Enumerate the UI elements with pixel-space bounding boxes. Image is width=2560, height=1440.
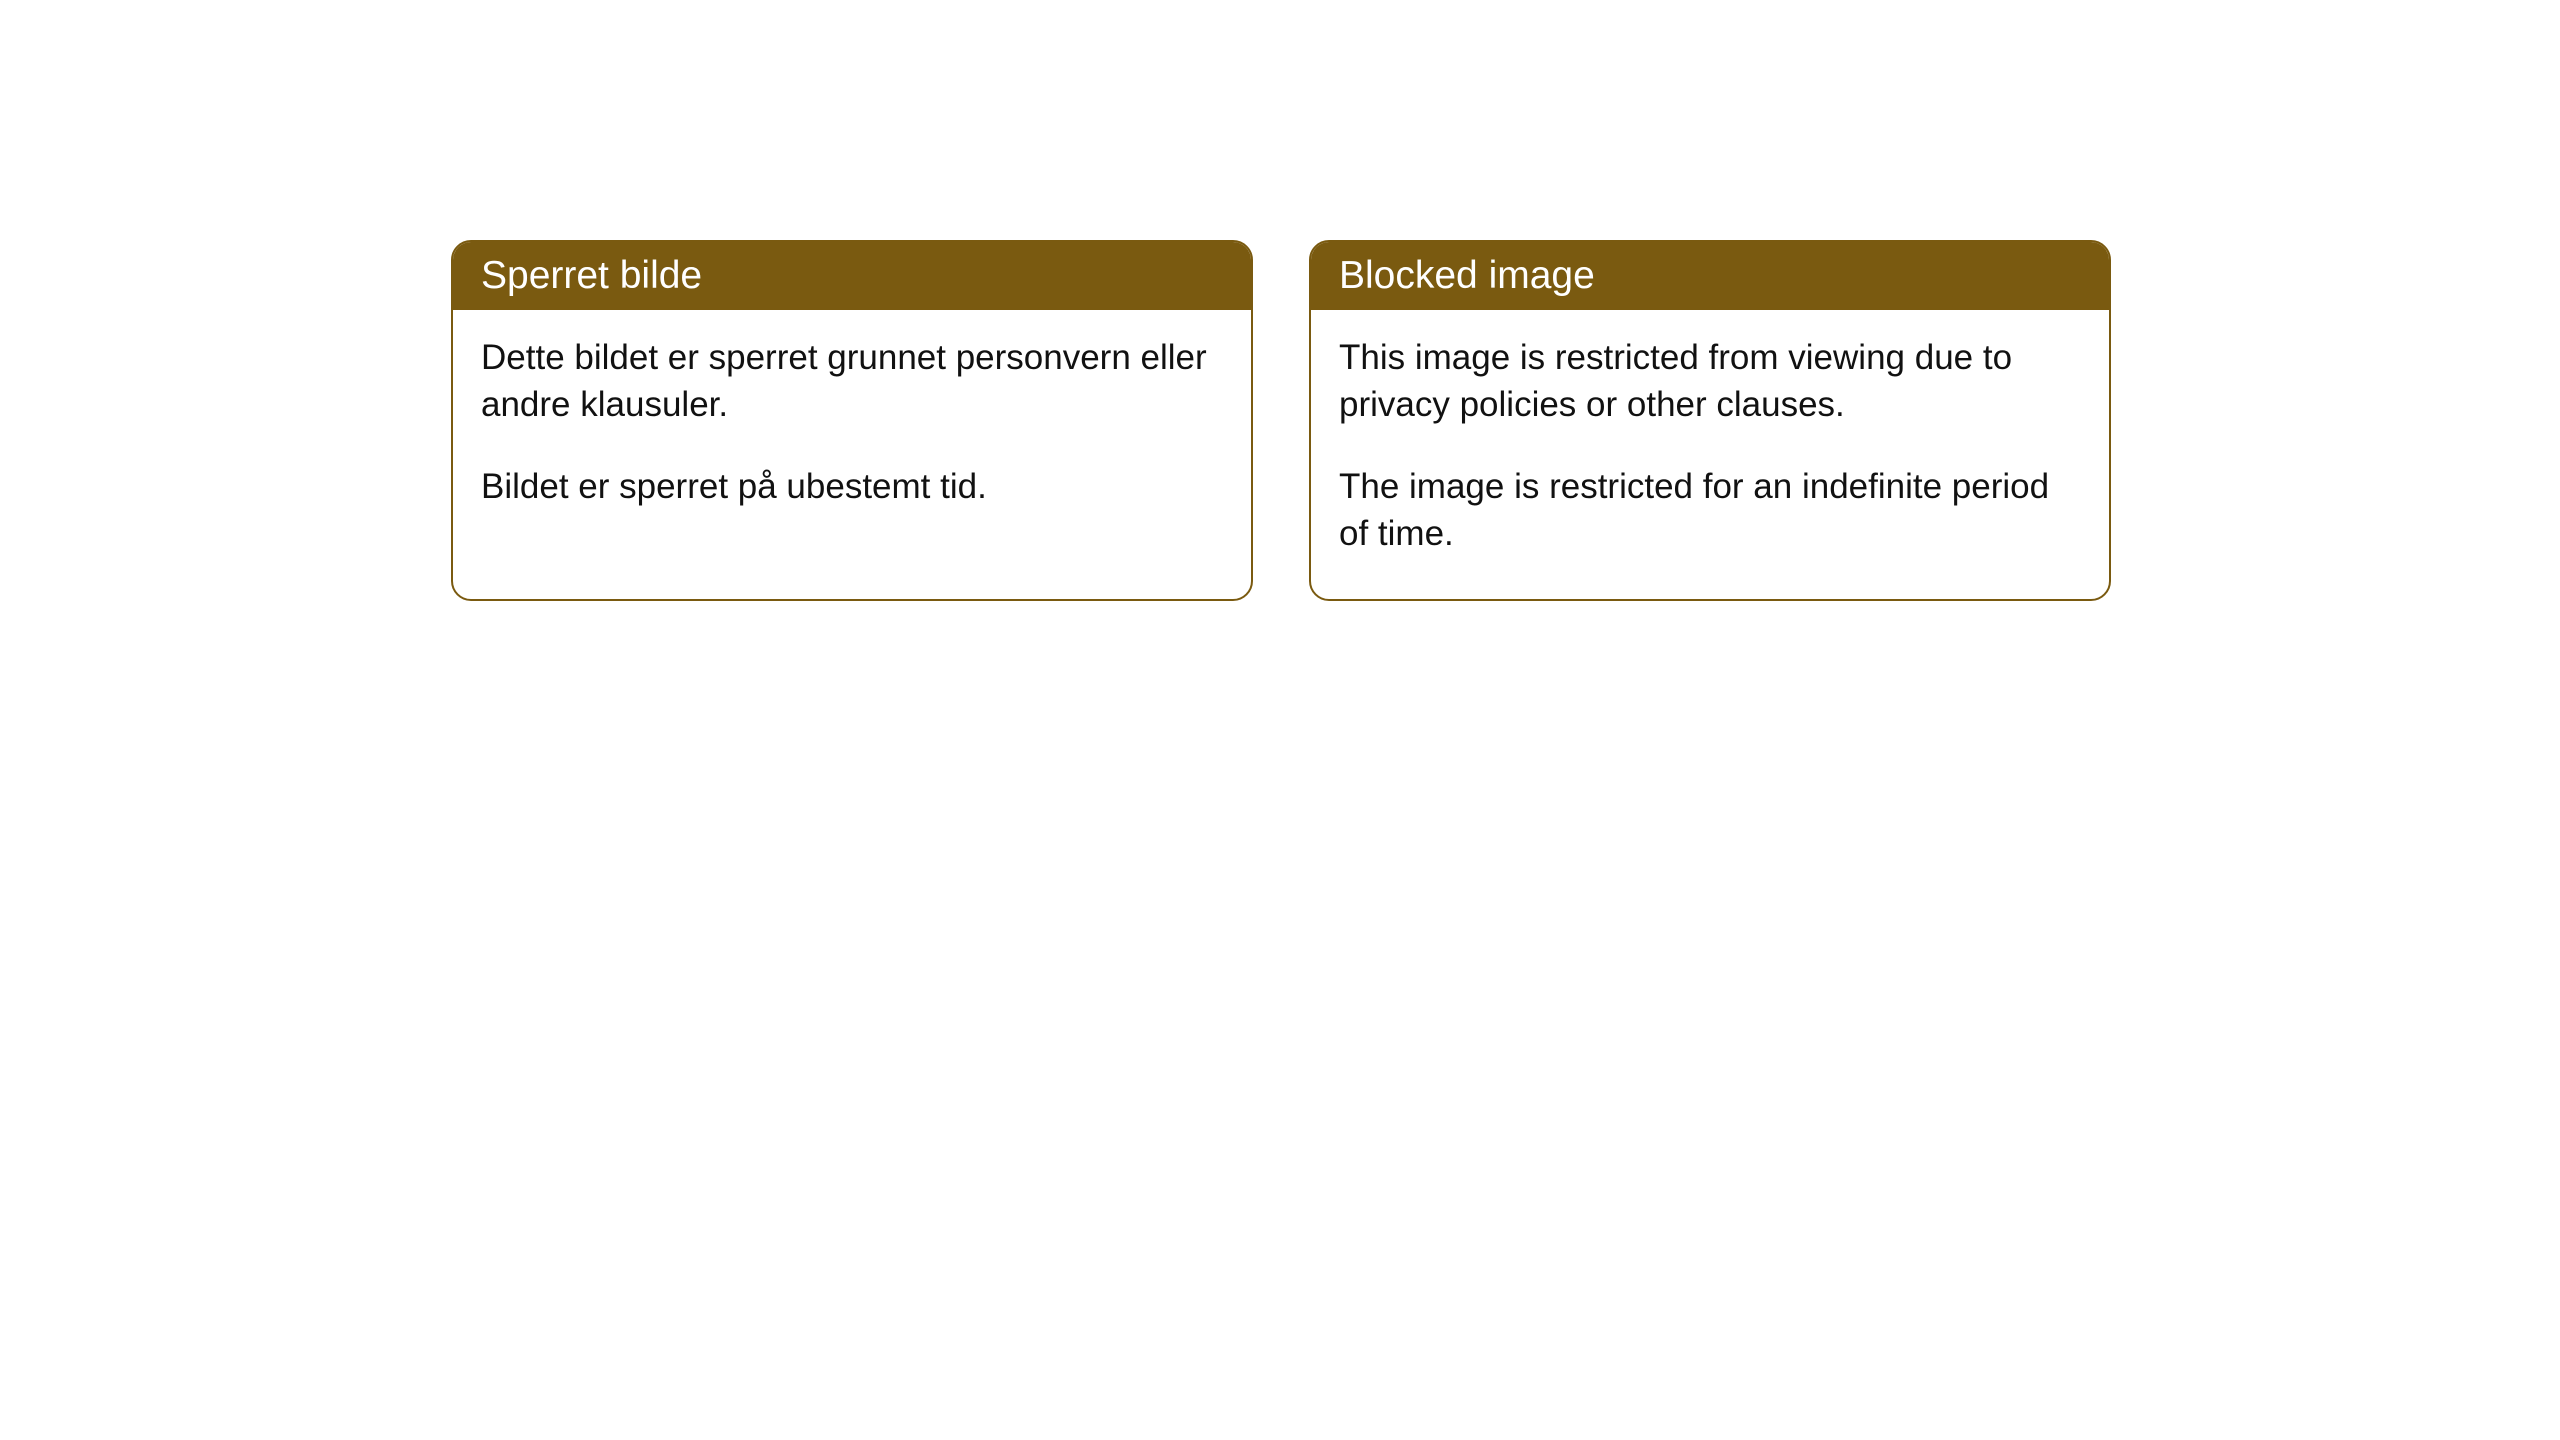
card-body: Dette bildet er sperret grunnet personve… — [453, 310, 1251, 552]
card-paragraph: Dette bildet er sperret grunnet personve… — [481, 334, 1223, 429]
card-paragraph: This image is restricted from viewing du… — [1339, 334, 2081, 429]
card-title: Sperret bilde — [481, 254, 702, 297]
card-paragraph: Bildet er sperret på ubestemt tid. — [481, 463, 1223, 510]
card-header: Sperret bilde — [453, 242, 1251, 310]
card-body: This image is restricted from viewing du… — [1311, 310, 2109, 599]
blocked-image-card-norwegian: Sperret bilde Dette bildet er sperret gr… — [451, 240, 1253, 601]
card-title: Blocked image — [1339, 254, 1595, 297]
blocked-image-card-english: Blocked image This image is restricted f… — [1309, 240, 2111, 601]
notice-cards-container: Sperret bilde Dette bildet er sperret gr… — [451, 240, 2111, 601]
card-paragraph: The image is restricted for an indefinit… — [1339, 463, 2081, 558]
card-header: Blocked image — [1311, 242, 2109, 310]
